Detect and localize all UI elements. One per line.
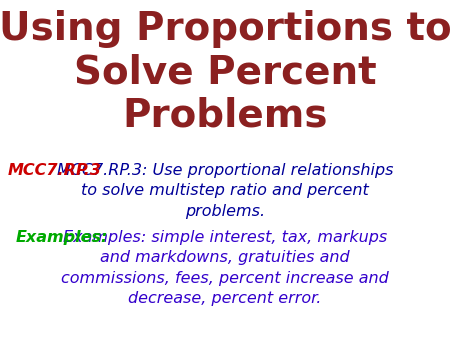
Text: Using Proportions to
Solve Percent
Problems: Using Proportions to Solve Percent Probl… [0,10,450,135]
Text: MCC7.RP.3: Use proportional relationships
to solve multistep ratio and percent
p: MCC7.RP.3: Use proportional relationship… [57,163,393,219]
Text: Examples: simple interest, tax, markups
and markdowns, gratuities and
commission: Examples: simple interest, tax, markups … [61,230,389,306]
Text: Examples:: Examples: [16,230,108,245]
Text: MCC7.RP.3: MCC7.RP.3 [8,163,102,178]
Text: Examples: simple interest, tax, markups: Examples: simple interest, tax, markups [63,230,387,245]
Text: MCC7.RP.3: Use proportional relationships: MCC7.RP.3: Use proportional relationship… [57,163,393,178]
